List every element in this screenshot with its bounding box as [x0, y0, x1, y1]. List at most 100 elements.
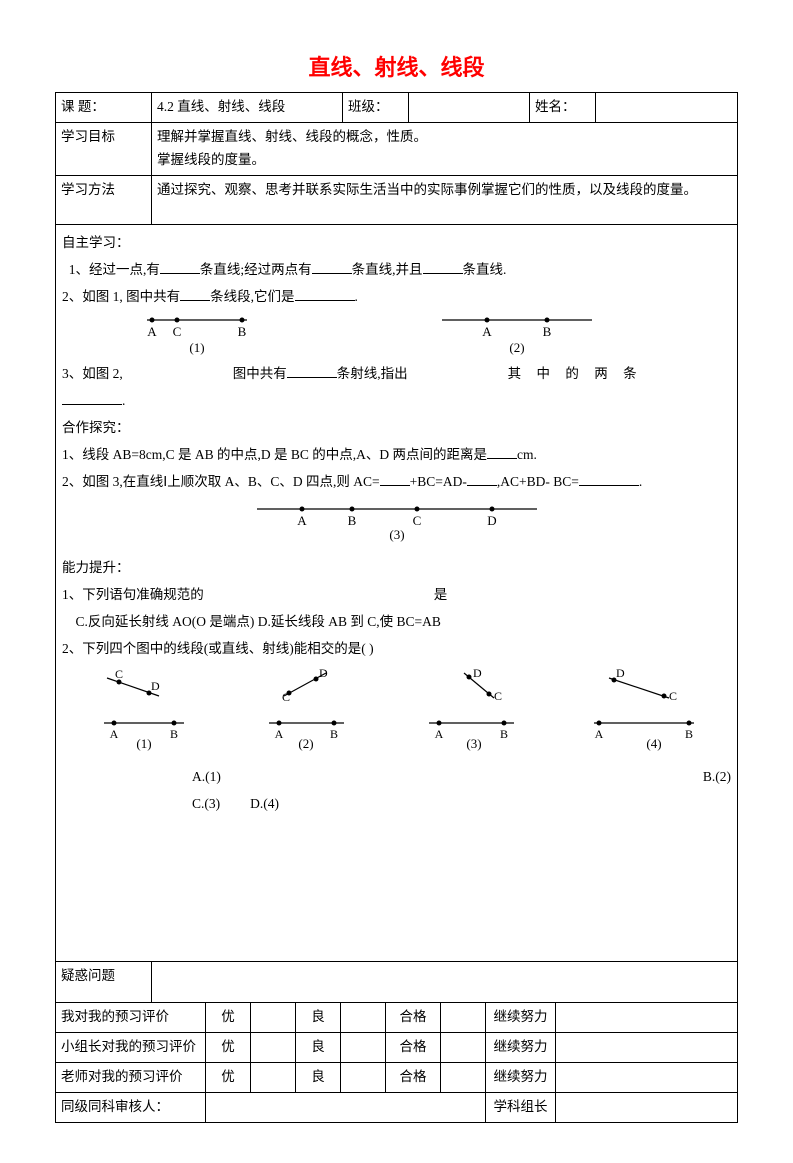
svg-text:A: A: [594, 727, 603, 741]
section-ability: 能力提升：: [62, 554, 731, 581]
q2-a: 2、如图 1, 图中共有: [62, 289, 180, 304]
rate-excellent-3: 优: [206, 1062, 251, 1092]
svg-text:B: B: [347, 513, 356, 528]
hz1-a: 1、线段 AB=8cm,C 是 AB 的中点,D 是 BC 的中点,A、D 两点…: [62, 447, 487, 462]
q3-a: 3、如图 2,: [62, 360, 123, 387]
rate-pass: 合格: [386, 1002, 441, 1032]
hz2: 2、如图 3,在直线Ⅰ上顺次取 A、B、C、D 四点,则 AC=+BC=AD-,…: [62, 468, 731, 495]
goal-text: 理解并掌握直线、射线、线段的概念，性质。 掌握线段的度量。: [152, 122, 738, 175]
name-value[interactable]: [596, 93, 738, 123]
hz2-a: 2、如图 3,在直线Ⅰ上顺次取 A、B、C、D 四点,则 AC=: [62, 474, 380, 489]
name-label: 姓名：: [530, 93, 596, 123]
svg-text:(4): (4): [646, 736, 661, 751]
hz1-b: cm.: [517, 447, 537, 462]
eval2-r3[interactable]: [441, 1032, 486, 1062]
eval3-label: 老师对我的预习评价: [56, 1062, 206, 1092]
doubt-value[interactable]: [152, 961, 738, 1002]
q3-b: 图中共有: [233, 360, 287, 387]
auditor-value[interactable]: [206, 1092, 486, 1122]
nl1-b: 是: [434, 581, 448, 608]
svg-text:D: D: [473, 666, 482, 680]
svg-text:C: C: [282, 690, 290, 704]
eval1-r4[interactable]: [556, 1002, 738, 1032]
hz2-d: .: [639, 474, 642, 489]
option-4: D C A B (4): [584, 668, 704, 757]
q3-blank: .: [62, 387, 731, 414]
q3: 3、如图 2, 图中共有条射线,指出 其 中 的 两 条: [62, 360, 731, 387]
rate-try-2: 继续努力: [486, 1032, 556, 1062]
eval1-r2[interactable]: [341, 1002, 386, 1032]
doubt-label: 疑惑问题: [56, 961, 152, 1002]
svg-text:(3): (3): [466, 736, 481, 751]
eval3-r4[interactable]: [556, 1062, 738, 1092]
svg-text:D: D: [151, 679, 160, 693]
svg-text:(2): (2): [299, 736, 314, 751]
figure-options: C D A B (1): [62, 668, 731, 757]
svg-text:B: B: [330, 727, 338, 741]
eval2-r1[interactable]: [251, 1032, 296, 1062]
leader-label: 学科组长: [486, 1092, 556, 1122]
nl2: 2、下列四个图中的线段(或直线、射线)能相交的是( ): [62, 635, 731, 662]
choice-a: A.(1): [192, 763, 221, 790]
q1: 1、经过一点,有条直线;经过两点有条直线,并且条直线.: [62, 256, 731, 283]
q2: 2、如图 1, 图中共有条线段,它们是.: [62, 283, 731, 310]
q3-d: 其: [508, 366, 528, 381]
rate-try: 继续努力: [486, 1002, 556, 1032]
svg-text:D: D: [319, 666, 328, 680]
class-label: 班级：: [343, 93, 409, 123]
figure-3: A B C D (3): [62, 499, 731, 550]
content-block: 自主学习： 1、经过一点,有条直线;经过两点有条直线,并且条直线. 2、如图 1…: [56, 225, 737, 961]
rate-excellent: 优: [206, 1002, 251, 1032]
rate-good-3: 良: [296, 1062, 341, 1092]
choice-b: B.(2): [703, 763, 731, 790]
svg-text:(1): (1): [137, 736, 152, 751]
choices-row-1: A.(1) B.(2): [62, 763, 731, 790]
eval3-r2[interactable]: [341, 1062, 386, 1092]
hz1: 1、线段 AB=8cm,C 是 AB 的中点,D 是 BC 的中点,A、D 两点…: [62, 441, 731, 468]
method-label: 学习方法: [56, 175, 152, 224]
topic-value: 4.2 直线、射线、线段: [152, 93, 343, 123]
leader-value[interactable]: [556, 1092, 738, 1122]
spacer: [62, 817, 731, 957]
q1-d: 条直线.: [463, 262, 507, 277]
svg-text:D: D: [616, 666, 625, 680]
option-3: D C A B (3): [419, 668, 529, 757]
eval2-r2[interactable]: [341, 1032, 386, 1062]
svg-text:C: C: [115, 667, 123, 681]
topic-label: 课 题：: [56, 93, 152, 123]
q2-b: 条线段,它们是: [210, 289, 294, 304]
eval1-r3[interactable]: [441, 1002, 486, 1032]
rate-excellent-2: 优: [206, 1032, 251, 1062]
class-value[interactable]: [409, 93, 530, 123]
rate-pass-2: 合格: [386, 1032, 441, 1062]
figure-2: A B (2): [442, 310, 592, 364]
page-title: 直线、射线、线段: [55, 50, 738, 82]
auditor-label: 同级同科审核人：: [56, 1092, 206, 1122]
svg-text:B: B: [170, 727, 178, 741]
svg-text:C: C: [494, 689, 502, 703]
choice-c: C.(3): [192, 790, 220, 817]
svg-text:C: C: [412, 513, 421, 528]
svg-text:B: B: [543, 324, 552, 339]
q3-f: .: [122, 393, 125, 408]
svg-text:B: B: [238, 324, 247, 339]
rate-good: 良: [296, 1002, 341, 1032]
rate-good-2: 良: [296, 1032, 341, 1062]
svg-text:D: D: [487, 513, 496, 528]
eval2-label: 小组长对我的预习评价: [56, 1032, 206, 1062]
svg-text:(1): (1): [189, 340, 204, 355]
eval2-r4[interactable]: [556, 1032, 738, 1062]
svg-text:A: A: [435, 727, 444, 741]
eval3-r3[interactable]: [441, 1062, 486, 1092]
eval1-r1[interactable]: [251, 1002, 296, 1032]
figure-1: A C B (1): [142, 310, 262, 364]
svg-text:C: C: [669, 689, 677, 703]
svg-text:A: A: [275, 727, 284, 741]
eval1-label: 我对我的预习评价: [56, 1002, 206, 1032]
nl1-line2: C.反向延长射线 AO(O 是端点) D.延长线段 AB 到 C,使 BC=AB: [62, 608, 731, 635]
nl1-a: 1、下列语句准确规范的: [62, 581, 204, 608]
eval3-r1[interactable]: [251, 1062, 296, 1092]
svg-text:(3): (3): [389, 527, 404, 542]
method-text: 通过探究、观察、思考并联系实际生活当中的实际事例掌握它们的性质，以及线段的度量。: [152, 175, 738, 224]
section-coop: 合作探究：: [62, 414, 731, 441]
